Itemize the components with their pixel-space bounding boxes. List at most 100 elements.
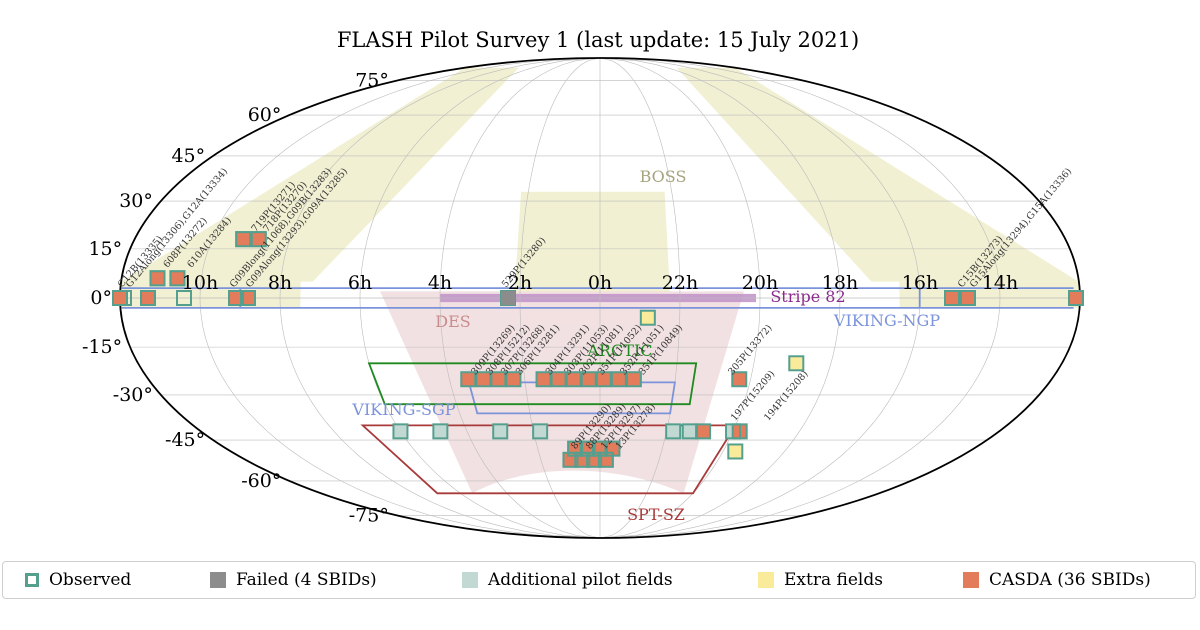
marker-edge-casda-36-sbids-29	[586, 451, 603, 468]
legend-label-extra: Extra fields	[784, 570, 883, 590]
marker-edge-casda-36-sbids-27	[562, 451, 579, 468]
region-label-viking-ngp: VIKING-NGP	[833, 311, 940, 330]
marker-additional-pilot-fields-4	[666, 424, 681, 439]
legend-swatch-extra	[758, 572, 774, 588]
region-label-stripe-82: Stripe 82	[770, 287, 845, 306]
ra-tick-4h: 4h	[428, 272, 452, 294]
meridian-20h	[599, 57, 761, 539]
marker-casda-36-sbids-16	[551, 372, 566, 387]
marker-edge-casda-36-sbids-14	[505, 371, 522, 388]
marker-edge-casda-36-sbids-16	[550, 371, 567, 388]
marker-casda-36-sbids-5	[241, 291, 255, 305]
marker-failed-4-sbids-0	[501, 291, 515, 305]
meridian-18h	[599, 57, 841, 539]
marker-casda-36-sbids-7	[251, 232, 266, 247]
marker-edge-casda-36-sbids-18	[580, 371, 597, 388]
marker-casda-36-sbids-2	[150, 271, 165, 286]
marker-edge-additional-pilot-fields-1	[432, 423, 449, 440]
marker-edge-extra-fields-2	[727, 443, 744, 460]
marker-edge-casda-36-sbids-0	[1068, 290, 1084, 306]
marker-edge-casda-36-sbids-20	[610, 371, 627, 388]
boss-footprint-0	[121, 67, 519, 282]
marker-edge-casda-36-sbids-19	[595, 371, 612, 388]
legend-swatch-failed	[210, 572, 226, 588]
boss-south-footprint-b	[512, 191, 600, 325]
marker-additional-pilot-fields-3	[533, 424, 548, 439]
region-label-spt-sz: SPT-SZ	[627, 505, 685, 524]
region-label-des: DES	[435, 312, 470, 331]
ra-tick-18h: 18h	[822, 272, 858, 294]
marker-edge-extra-fields-0	[639, 309, 656, 326]
legend-label-observed: Observed	[49, 570, 132, 590]
marker-extra-fields-2	[728, 444, 743, 459]
meridian-14h	[599, 57, 1001, 539]
marker-edge-casda-36-sbids-15	[535, 371, 552, 388]
marker-additional-pilot-fields-2	[493, 424, 508, 439]
marker-edge-casda-36-sbids-6	[235, 231, 252, 248]
outline-arctic	[367, 362, 698, 406]
axis-tick-labels: 14h 16h 18h 20h 22h 0h 2h 4h 6h 8h 10h 75° 60° 45° 30°…	[82, 70, 1018, 527]
marker-casda-36-sbids-6	[236, 232, 251, 247]
marker-extra-fields-1	[789, 356, 804, 371]
ra-tick-10h: 10h	[182, 272, 218, 294]
ra-tick-20h: 20h	[742, 272, 778, 294]
marker-casda-36-sbids-1	[141, 291, 155, 305]
des-footprint	[380, 291, 744, 494]
ra-tick-2h: 2h	[508, 272, 532, 294]
dec-tick-45: 45°	[171, 145, 205, 167]
meridian-2h	[519, 57, 601, 539]
marker-casda-36-sbids-31	[696, 424, 711, 439]
marker-edge-casda-36-sbids-5	[240, 290, 256, 306]
marker-casda-36-sbids-11	[461, 372, 476, 387]
region-label-viking-sgp: VIKING-SGP	[351, 400, 455, 419]
region-label-boss: BOSS	[640, 167, 687, 186]
legend: Observed Failed (4 SBIDs) Additional pil…	[2, 561, 1196, 599]
dec-tick--75: -75°	[349, 504, 389, 526]
marker-edge-additional-pilot-fields-3	[532, 423, 549, 440]
ra-tick-16h: 16h	[902, 272, 938, 294]
dec-tick--45: -45°	[165, 429, 205, 451]
marker-casda-36-sbids-19	[596, 372, 611, 387]
marker-edge-casda-36-sbids-1	[140, 290, 156, 306]
ra-tick-0h: 0h	[588, 272, 612, 294]
legend-label-failed: Failed (4 SBIDs)	[236, 570, 377, 590]
marker-edge-casda-36-sbids-10	[112, 290, 128, 306]
ra-tick-14h: 14h	[982, 272, 1018, 294]
marker-additional-pilot-fields-0	[393, 424, 408, 439]
marker-edge-casda-36-sbids-13	[490, 371, 507, 388]
marker-edge-casda-36-sbids-22	[731, 371, 748, 388]
legend-swatch-observed	[25, 573, 39, 587]
ra-tick-6h: 6h	[348, 272, 372, 294]
marker-casda-36-sbids-17	[566, 372, 581, 387]
outline-viking-ngp	[121, 287, 1074, 309]
marker-additional-pilot-fields-5	[682, 424, 697, 439]
marker-casda-36-sbids-10	[113, 291, 127, 305]
marker-edge-casda-36-sbids-32	[731, 423, 748, 440]
marker-edge-casda-36-sbids-4	[228, 290, 244, 306]
legend-item-casda: CASDA (36 SBIDs)	[963, 562, 1151, 598]
outline-spt-sz	[360, 424, 738, 495]
marker-casda-36-sbids-22	[732, 372, 747, 387]
boss-south-footprint-a	[600, 191, 672, 325]
marker-casda-36-sbids-9	[961, 291, 975, 305]
marker-casda-36-sbids-4	[229, 291, 243, 305]
marker-edge-casda-36-sbids-21	[625, 371, 642, 388]
marker-casda-36-sbids-3	[170, 271, 185, 286]
legend-item-observed: Observed	[25, 562, 210, 598]
field-markers	[112, 231, 1084, 468]
marker-casda-36-sbids-13	[491, 372, 506, 387]
marker-edge-casda-36-sbids-12	[475, 371, 492, 388]
marker-extra-fields-0	[640, 310, 655, 325]
legend-swatch-casda	[963, 572, 979, 588]
marker-casda-36-sbids-21	[626, 372, 641, 387]
legend-label-additional: Additional pilot fields	[488, 570, 673, 590]
marker-casda-36-sbids-20	[611, 372, 626, 387]
ra-tick-8h: 8h	[268, 272, 292, 294]
marker-edge-casda-36-sbids-30	[597, 451, 614, 468]
region-label-arctic: ARCTIC	[586, 341, 652, 360]
legend-item-additional: Additional pilot fields	[462, 562, 758, 598]
marker-additional-pilot-fields-1	[433, 424, 448, 439]
legend-item-failed: Failed (4 SBIDs)	[210, 562, 462, 598]
dec-tick--60: -60°	[241, 470, 281, 492]
marker-casda-36-sbids-0	[1069, 291, 1083, 305]
